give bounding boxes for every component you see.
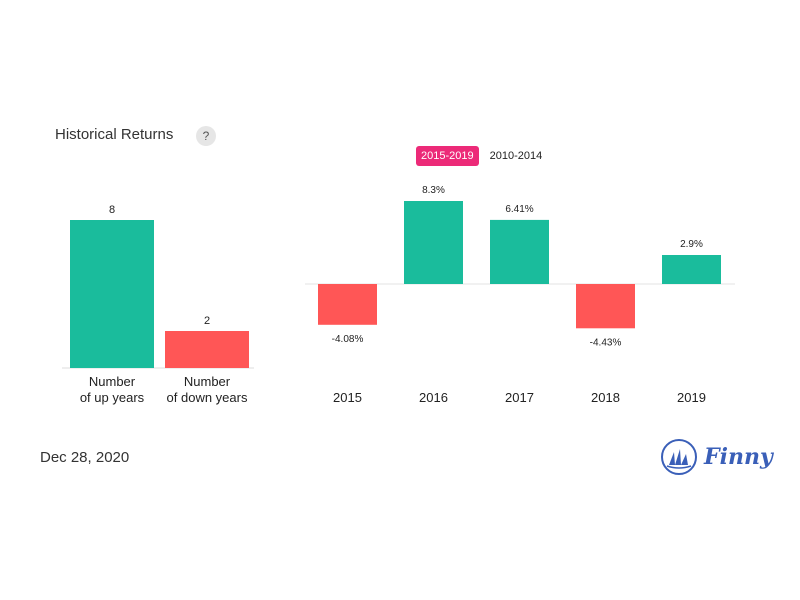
- bar-value-label: -4.08%: [332, 334, 364, 345]
- bar-value-label: 8.3%: [422, 185, 445, 196]
- x-tick-label: 2019: [677, 390, 706, 405]
- category-label: Number: [89, 374, 136, 389]
- bar: [662, 255, 721, 284]
- page-title: Historical Returns: [55, 126, 174, 143]
- bar-value-label: 2.9%: [680, 239, 703, 250]
- bar-value-label: -4.43%: [590, 337, 622, 348]
- tab-2015-2019[interactable]: 2015-2019: [416, 146, 479, 166]
- category-label: of down years: [167, 390, 248, 405]
- bar: [576, 284, 635, 329]
- x-tick-label: 2015: [333, 390, 362, 405]
- bar-value-label: 2: [204, 315, 210, 327]
- x-tick-label: 2016: [419, 390, 448, 405]
- tab-2010-2014[interactable]: 2010-2014: [489, 150, 543, 162]
- bar: [318, 284, 377, 325]
- bar: [490, 219, 549, 284]
- help-icon[interactable]: ?: [196, 126, 216, 146]
- finny-logo: Finny: [660, 438, 773, 476]
- period-tabs: 2015-2019 2010-2014: [416, 146, 547, 166]
- brand-name: Finny: [704, 444, 773, 470]
- x-tick-label: 2018: [591, 390, 620, 405]
- bar-value-label: 8: [109, 204, 115, 216]
- as-of-date: Dec 28, 2020: [40, 449, 130, 466]
- x-tick-label: 2017: [505, 390, 534, 405]
- category-label: of up years: [80, 390, 145, 405]
- bar-value-label: 6.41%: [505, 204, 533, 215]
- bar: [165, 331, 249, 368]
- category-label: Number: [184, 374, 231, 389]
- sailboat-icon: [661, 439, 697, 475]
- bar: [404, 201, 463, 284]
- bar: [70, 220, 154, 368]
